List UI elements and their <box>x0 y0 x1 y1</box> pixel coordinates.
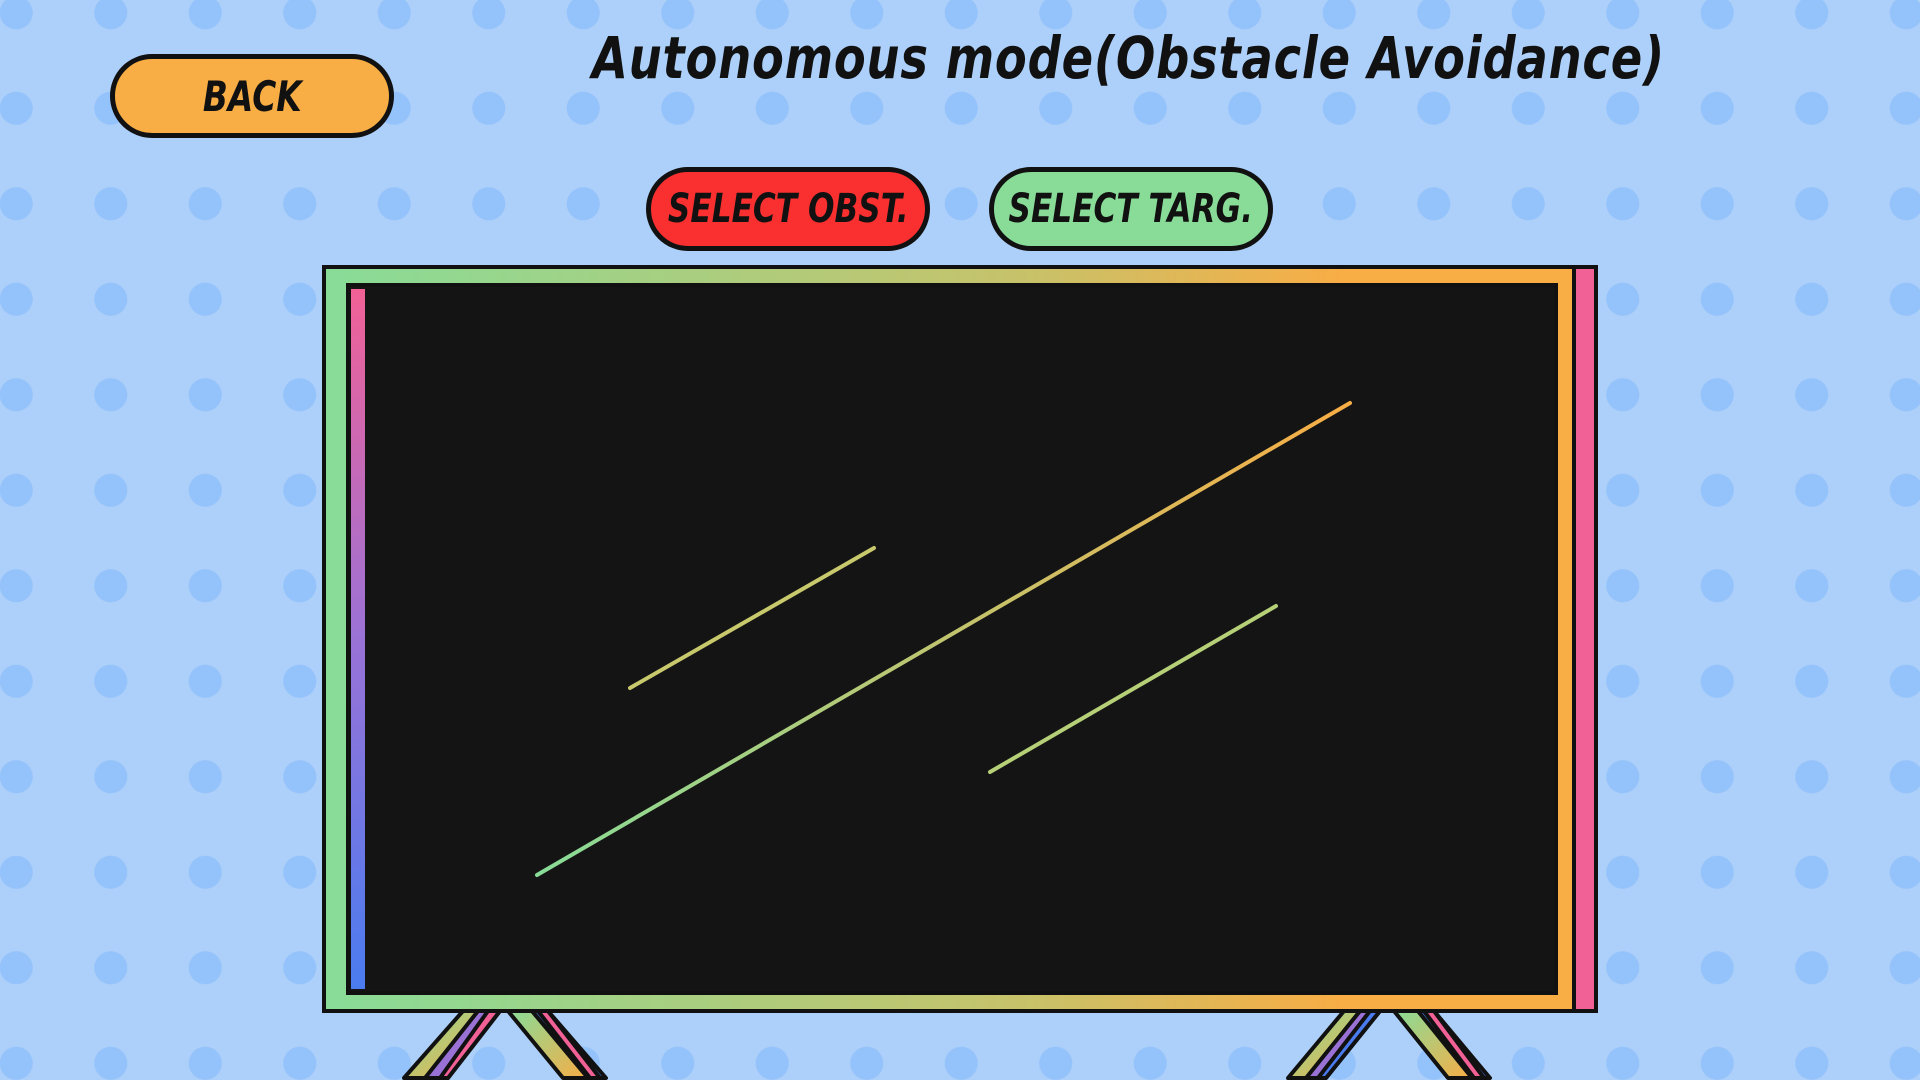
back-button[interactable]: BACK <box>110 54 394 138</box>
monitor-accent-left <box>351 289 365 989</box>
select-obstacle-button[interactable]: SELECT OBST. <box>646 167 930 251</box>
back-button-label: BACK <box>202 71 302 121</box>
path-line-main <box>535 401 1352 877</box>
select-target-label: SELECT TARG. <box>1008 186 1254 232</box>
obstacle-line-2 <box>988 604 1278 774</box>
select-obstacle-label: SELECT OBST. <box>667 186 909 232</box>
display-screen[interactable] <box>346 283 1558 995</box>
monitor-accent-right <box>1572 265 1598 1013</box>
monitor-stand-left <box>402 1009 608 1080</box>
monitor-stand-right <box>1286 1009 1492 1080</box>
select-target-button[interactable]: SELECT TARG. <box>989 167 1273 251</box>
obstacle-line-1 <box>628 546 876 690</box>
